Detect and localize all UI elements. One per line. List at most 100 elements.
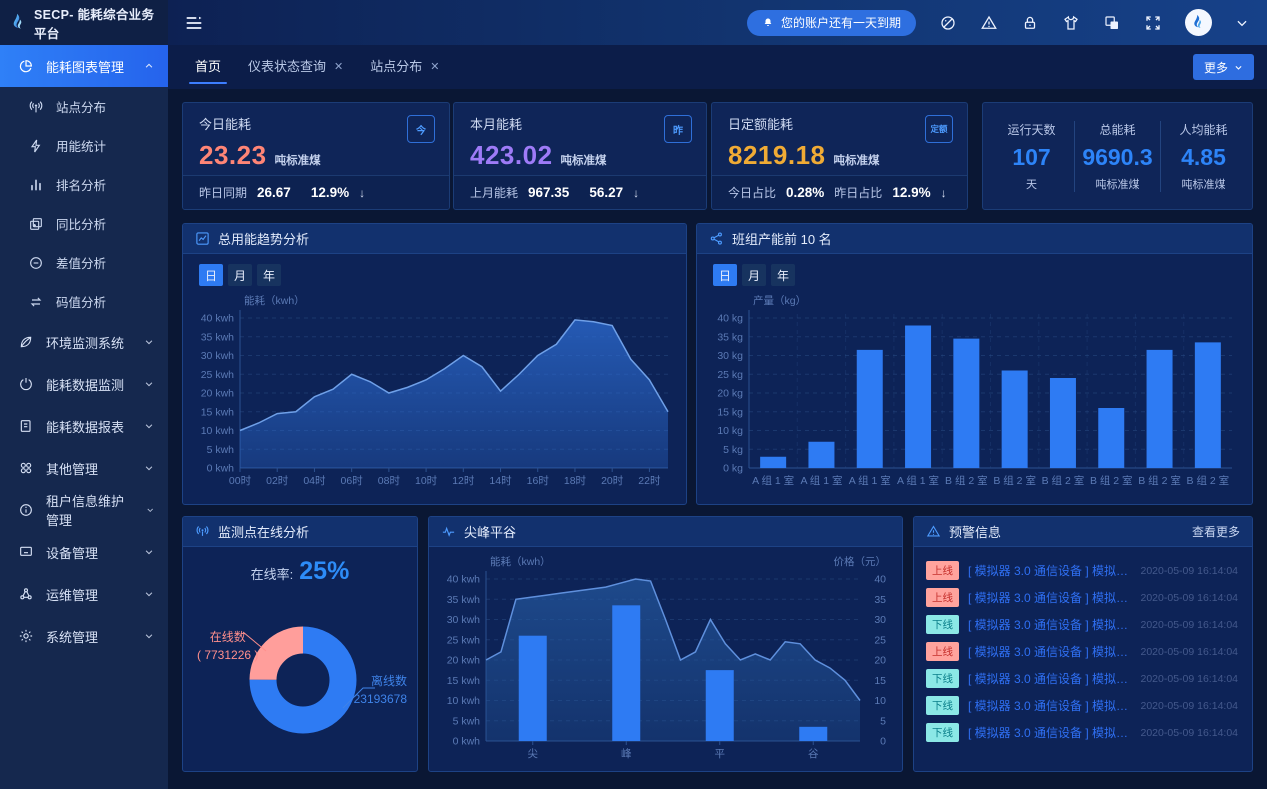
- sidebar: SECP- 能耗综合业务平台 能耗图表管理 站点分布 用能统计: [0, 0, 168, 789]
- sidebar-item-device-management[interactable]: 设备管理: [0, 531, 168, 573]
- user-menu-chevron-icon[interactable]: [1235, 16, 1249, 30]
- svg-text:A 组 1 室: A 组 1 室: [849, 474, 891, 487]
- sidebar-item-system-management[interactable]: 系统管理: [0, 615, 168, 657]
- period-day-button[interactable]: 日: [713, 264, 737, 286]
- kpi-footer-value: 12.9%: [310, 185, 350, 200]
- svg-text:30: 30: [874, 614, 886, 626]
- collapse-sidebar-icon[interactable]: [184, 13, 204, 33]
- kpi-footer-label: 昨日同期: [199, 186, 248, 200]
- svg-text:0 kwh: 0 kwh: [207, 463, 235, 475]
- alert-message[interactable]: [ 模拟器 3.0 通信设备 ] 模拟器 3.0...: [968, 564, 1132, 578]
- kpi-title: 今日能耗: [199, 117, 252, 132]
- svg-text:5 kwh: 5 kwh: [453, 715, 481, 727]
- bell-icon: [764, 18, 772, 26]
- sidebar-item-tenant-management[interactable]: 租户信息维护管理: [0, 489, 168, 531]
- alert-message[interactable]: [ 模拟器 3.0 通信设备 ] 模拟器 3.0...: [968, 591, 1132, 605]
- alert-row[interactable]: 上线 [ 模拟器 3.0 通信设备 ] 模拟器 3.0... 2020-05-0…: [926, 584, 1238, 611]
- sidebar-item-yoy-analysis[interactable]: 同比分析: [0, 204, 168, 243]
- sidebar-item-diff-analysis[interactable]: 差值分析: [0, 243, 168, 282]
- kpi-unit: 吨标准煤: [274, 155, 321, 167]
- sidebar-item-label: 系统管理: [46, 629, 99, 645]
- svg-text:15 kwh: 15 kwh: [447, 675, 480, 687]
- sidebar-item-label: 环境监测系统: [46, 335, 125, 351]
- alert-row[interactable]: 下线 [ 模拟器 3.0 通信设备 ] 模拟器 3.0... 2020-05-0…: [926, 719, 1238, 746]
- tshirt-skin-icon[interactable]: [1062, 14, 1080, 32]
- monitor-icon: [20, 546, 32, 556]
- tab-label: 站点分布: [370, 59, 423, 74]
- account-expiry-notice[interactable]: 您的账户还有一天到期: [746, 9, 916, 36]
- app-title: SECP- 能耗综合业务平台: [34, 7, 155, 41]
- alert-triangle-icon[interactable]: [980, 14, 998, 32]
- svg-text:16时: 16时: [527, 475, 550, 487]
- sidebar-item-energy-charts[interactable]: 能耗图表管理: [0, 45, 168, 87]
- sidebar-item-label: 同比分析: [56, 218, 107, 232]
- tab-home[interactable]: 首页: [195, 45, 221, 89]
- alert-row[interactable]: 下线 [ 模拟器 3.0 通信设备 ] 模拟器 3.0... 2020-05-0…: [926, 665, 1238, 692]
- period-year-button[interactable]: 年: [771, 264, 795, 286]
- view-more-link[interactable]: 查看更多: [1191, 525, 1240, 539]
- svg-text:10 kg: 10 kg: [717, 425, 743, 437]
- kpi-value: 423.02: [470, 140, 553, 170]
- period-month-button[interactable]: 月: [228, 264, 252, 286]
- svg-text:B 组 2 室: B 组 2 室: [945, 474, 988, 487]
- svg-text:25: 25: [874, 634, 886, 646]
- svg-text:10: 10: [874, 695, 886, 707]
- alert-row[interactable]: 上线 [ 模拟器 3.0 通信设备 ] 模拟器 3.0... 2020-05-0…: [926, 557, 1238, 584]
- team-production-chart: 0 kg 5 kg 10 kg 15 kg 20 kg 25 kg 30 kg 35 kg 40…: [717, 294, 1232, 487]
- theme-palette-icon[interactable]: [939, 14, 957, 32]
- tab-site-distribution[interactable]: 站点分布 ✕: [370, 45, 439, 89]
- sidebar-item-other-management[interactable]: 其他管理: [0, 447, 168, 489]
- period-month-button[interactable]: 月: [742, 264, 766, 286]
- close-tab-icon[interactable]: ✕: [430, 61, 440, 73]
- period-day-button[interactable]: 日: [199, 264, 223, 286]
- kpi-unit: 吨标准煤: [833, 155, 880, 167]
- kpi-footer-value: 56.27: [589, 185, 624, 200]
- chevron-down-icon: [145, 340, 153, 345]
- summary-stats-card: 运行天数 107 天 总能耗 9690.3 吨标准煤 人均能耗 4.85 吨标准…: [982, 102, 1253, 210]
- charts-row-1: 总用能趋势分析 日 月 年 0 kwh 5 kwh 10 kwh 15 kwh 20 k…: [182, 223, 1253, 505]
- svg-text:5 kwh: 5 kwh: [207, 444, 235, 456]
- sidebar-item-ops-management[interactable]: 运维管理: [0, 573, 168, 615]
- kpi-unit: 吨标准煤: [560, 155, 607, 167]
- panel-online-analysis: 监测点在线分析 在线率: 25% 在线数 ( 7731226 ): [182, 516, 418, 772]
- calendar-today-icon: 今: [407, 115, 435, 143]
- sidebar-item-label: 设备管理: [46, 545, 99, 561]
- avatar[interactable]: [1185, 9, 1212, 36]
- alert-message[interactable]: [ 模拟器 3.0 通信设备 ] 模拟器 3.0...: [968, 645, 1132, 659]
- sidebar-item-code-analysis[interactable]: 码值分析: [0, 282, 168, 321]
- alert-message[interactable]: [ 模拟器 3.0 通信设备 ] 模拟器 3.0...: [968, 726, 1132, 740]
- pie-chart-icon: [19, 60, 32, 73]
- alert-row[interactable]: 下线 [ 模拟器 3.0 通信设备 ] 模拟器 3.0... 2020-05-0…: [926, 611, 1238, 638]
- period-year-button[interactable]: 年: [257, 264, 281, 286]
- alert-message[interactable]: [ 模拟器 3.0 通信设备 ] 模拟器 3.0...: [968, 672, 1132, 686]
- sidebar-item-energy-stats[interactable]: 用能统计: [0, 126, 168, 165]
- lock-icon[interactable]: [1021, 14, 1039, 32]
- alert-row[interactable]: 下线 [ 模拟器 3.0 通信设备 ] 模拟器 3.0... 2020-05-0…: [926, 692, 1238, 719]
- grid-circles-icon: [20, 462, 32, 474]
- close-tab-icon[interactable]: ✕: [334, 61, 344, 73]
- tab-meter-status[interactable]: 仪表状态查询 ✕: [248, 45, 343, 89]
- svg-text:06时: 06时: [341, 475, 364, 487]
- kpi-footer-value: 967.35: [528, 185, 570, 200]
- lightning-icon: [30, 139, 41, 152]
- alert-row[interactable]: 上线 [ 模拟器 3.0 通信设备 ] 模拟器 3.0... 2020-05-0…: [926, 638, 1238, 665]
- sidebar-item-energy-monitoring[interactable]: 能耗数据监测: [0, 363, 168, 405]
- kpi-card-today-energy: 今日能耗 23.23 吨标准煤 今 昨日同期 26.67 12.9% ↓: [182, 102, 450, 210]
- more-button[interactable]: 更多: [1192, 54, 1254, 80]
- fullscreen-icon[interactable]: [1144, 14, 1162, 32]
- svg-text:08时: 08时: [378, 475, 401, 487]
- period-switcher: 日 月 年: [713, 264, 1242, 286]
- alert-timestamp: 2020-05-09 16:14:04: [1140, 699, 1239, 712]
- sidebar-item-env-monitoring[interactable]: 环境监测系统: [0, 321, 168, 363]
- chevron-down-icon: [145, 424, 153, 429]
- sidebar-item-ranking[interactable]: 排名分析: [0, 165, 168, 204]
- sidebar-item-site-distribution[interactable]: 站点分布: [0, 87, 168, 126]
- app-logo: SECP- 能耗综合业务平台: [0, 0, 168, 45]
- alert-message[interactable]: [ 模拟器 3.0 通信设备 ] 模拟器 3.0...: [968, 618, 1132, 632]
- svg-text:40 kwh: 40 kwh: [447, 574, 480, 586]
- translate-icon[interactable]: A: [1103, 14, 1121, 32]
- sidebar-item-energy-reports[interactable]: 能耗数据报表: [0, 405, 168, 447]
- svg-text:10时: 10时: [415, 475, 438, 487]
- tab-label: 首页: [195, 59, 222, 74]
- alert-message[interactable]: [ 模拟器 3.0 通信设备 ] 模拟器 3.0...: [968, 699, 1132, 713]
